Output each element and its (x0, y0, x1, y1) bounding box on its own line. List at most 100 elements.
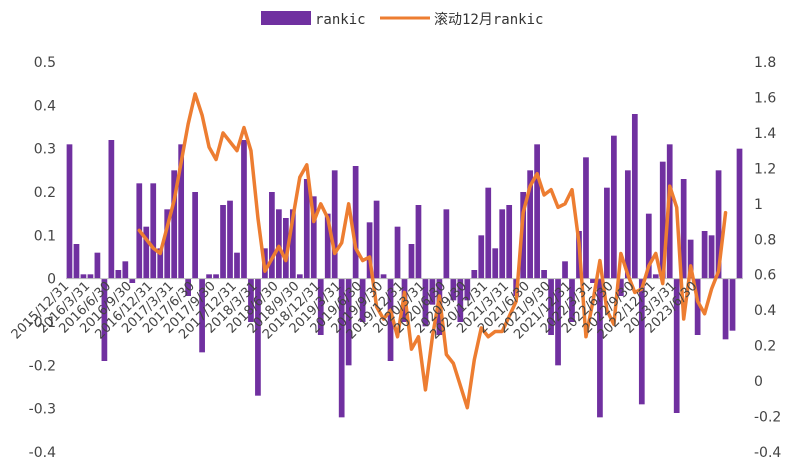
bar (394, 226, 401, 279)
bar (324, 213, 331, 279)
bar (569, 278, 575, 322)
bar (220, 205, 226, 279)
bar (269, 192, 275, 279)
bar (101, 278, 108, 361)
bar (527, 170, 533, 279)
rolling-12m-line (137, 92, 728, 410)
y-left-tick-label: 0 (47, 272, 56, 288)
bar (303, 179, 310, 279)
bar (317, 278, 324, 335)
bar (652, 274, 659, 279)
bar (555, 278, 561, 366)
bar (590, 278, 596, 283)
bar (282, 218, 289, 279)
y-right-tick-label: 0.4 (754, 303, 776, 319)
bar (345, 278, 352, 366)
bar (129, 278, 136, 283)
bar (583, 157, 589, 279)
bar (729, 278, 736, 331)
bar (338, 278, 345, 418)
bar (276, 209, 282, 279)
bar (87, 274, 94, 279)
bar (499, 209, 506, 279)
bar (164, 209, 171, 279)
y-left-tick-label: 0.3 (34, 142, 56, 158)
bar (206, 274, 212, 279)
bar (66, 144, 73, 279)
bar (722, 278, 729, 340)
y-right-tick-label: 1.4 (754, 126, 776, 142)
bar (680, 179, 687, 279)
bar (631, 114, 638, 279)
bar (199, 278, 205, 353)
bar (485, 187, 492, 279)
y-right-tick-label: 0.6 (754, 268, 776, 284)
bar (387, 278, 394, 361)
bar (604, 187, 610, 279)
bar (352, 166, 359, 279)
bar (108, 140, 115, 279)
bar (310, 196, 317, 279)
bar (157, 248, 164, 279)
bar (548, 278, 554, 335)
y-right-tick-label: 0.8 (754, 232, 776, 248)
bar (506, 205, 513, 279)
bar (541, 270, 547, 279)
legend-bar-label: rankic (315, 12, 366, 28)
bar (255, 278, 261, 396)
bar (248, 278, 254, 322)
y-left-tick-label: 0.4 (34, 98, 56, 114)
bar-series (66, 114, 743, 418)
bar (618, 278, 624, 296)
bar (171, 170, 178, 279)
legend-line-label: 滚动12月rankic (434, 11, 543, 28)
bar (373, 200, 380, 279)
bar (408, 244, 415, 279)
bar (241, 140, 247, 279)
bar (534, 144, 540, 279)
bar (296, 274, 303, 279)
bar (708, 235, 715, 279)
y-right-tick-label: -0.4 (754, 445, 781, 461)
bar (457, 278, 464, 322)
bar (694, 278, 701, 335)
y-axis-left: -0.4 -0.3 -0.2 -0.1 0 0.1 0.2 0.3 0.4 0.5 (29, 55, 56, 461)
bar (227, 200, 233, 279)
bar (701, 231, 708, 279)
bar (471, 270, 478, 279)
bar (213, 274, 219, 279)
y-right-tick-label: 1.2 (754, 161, 776, 177)
bar (150, 183, 157, 279)
bar (659, 161, 666, 279)
bar (638, 278, 645, 405)
y-right-tick-label: -0.2 (754, 410, 781, 426)
bar (645, 213, 652, 279)
bar (520, 192, 527, 279)
bar (687, 239, 694, 279)
bar (464, 278, 471, 301)
x-axis-ticks: 2015/12/312016/3/312016/6/302016/9/30201… (9, 279, 701, 343)
y-left-tick-label: 0.1 (34, 228, 56, 244)
y-left-tick-label: 0.2 (34, 185, 56, 201)
y-right-tick-label: 1.8 (754, 55, 776, 71)
bar (715, 170, 722, 279)
bar (331, 170, 338, 279)
y-left-tick-label: -0.3 (29, 402, 56, 418)
bar (450, 278, 457, 301)
bar (673, 278, 680, 413)
bar (422, 278, 429, 327)
bar (443, 209, 450, 279)
bar (73, 244, 80, 279)
bar (80, 274, 87, 279)
bar (666, 144, 673, 279)
bar (94, 252, 101, 279)
y-left-tick-label: -0.1 (29, 315, 56, 331)
y-left-tick-label: 0.5 (34, 55, 56, 71)
y-right-tick-label: 1 (754, 197, 763, 213)
bar (597, 278, 603, 418)
bar (429, 278, 436, 305)
bar (143, 226, 150, 279)
bar (380, 274, 387, 279)
bar (359, 278, 366, 322)
bar (492, 248, 499, 279)
